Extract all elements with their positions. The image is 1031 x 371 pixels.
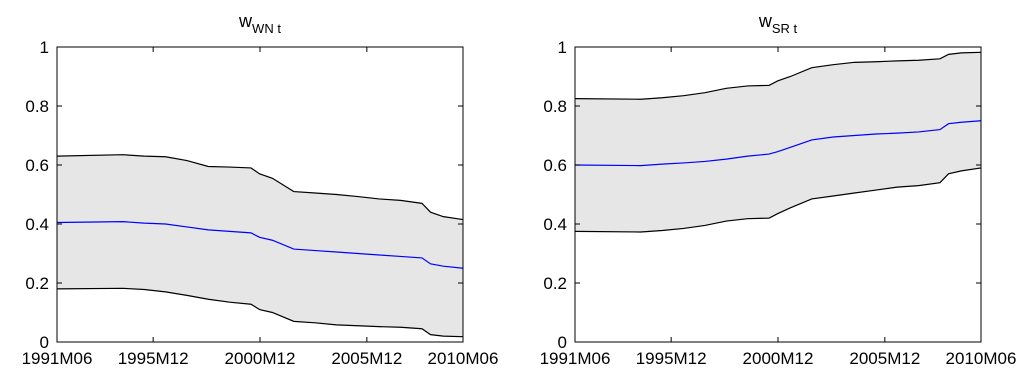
chart-title: wWN t — [238, 11, 281, 36]
plot-area — [56, 154, 464, 338]
chart-panel-right: wSR t 0 0.2 0.4 0.6 0.8 1 1991M06 1995M12 2000M1… — [540, 11, 1017, 368]
chart-title-subscript: SR t — [772, 21, 798, 36]
x-tick-label: 1995M12 — [636, 349, 707, 368]
x-tick-label: 1991M06 — [540, 349, 611, 368]
x-tick-label: 1991M06 — [22, 349, 93, 368]
y-tick-label: 0.8 — [25, 97, 49, 116]
tick-layer: 0 0.2 0.4 0.6 0.8 1 1991M06 1995M12 2000M12 2005M… — [540, 38, 1017, 368]
chart-panel-left: wWN t 0 0.2 0.4 0.6 0.8 1 1991M06 1995M12 2000M1… — [22, 11, 499, 368]
y-tick-label: 0.4 — [543, 215, 567, 234]
y-tick-label: 0.8 — [543, 97, 567, 116]
x-tick-label: 2000M12 — [225, 349, 296, 368]
upper-bound-line — [574, 51, 982, 100]
chart-title-subscript: WN t — [252, 21, 281, 36]
lower-bound-line — [56, 287, 464, 338]
y-tick-label: 1 — [558, 38, 567, 57]
x-tick-label: 1995M12 — [118, 349, 189, 368]
chart-title: wSR t — [758, 11, 798, 36]
x-tick-label: 2010M06 — [946, 349, 1017, 368]
x-tick-label: 2005M12 — [849, 349, 920, 368]
upper-bound-line — [56, 154, 464, 221]
x-tick-label: 2005M12 — [331, 349, 402, 368]
y-tick-label: 0.4 — [25, 215, 49, 234]
y-tick-label: 0.6 — [25, 156, 49, 175]
y-tick-label: 0.6 — [543, 156, 567, 175]
chart-title-base: w — [238, 11, 253, 31]
x-tick-label: 2010M06 — [428, 349, 499, 368]
tick-layer: 0 0.2 0.4 0.6 0.8 1 1991M06 1995M12 2000M12 2005M… — [22, 38, 499, 368]
x-tick-label: 2000M12 — [743, 349, 814, 368]
chart-title-base: w — [758, 11, 773, 31]
credible-band — [575, 52, 981, 232]
credible-band — [57, 154, 463, 337]
y-tick-label: 0.2 — [25, 274, 49, 293]
y-tick-label: 0.2 — [543, 274, 567, 293]
lower-bound-line — [574, 167, 982, 233]
median-line — [574, 120, 982, 167]
y-tick-label: 0 — [40, 333, 49, 352]
plot-area — [574, 51, 982, 233]
median-line — [56, 221, 464, 269]
y-tick-label: 0 — [558, 333, 567, 352]
y-tick-label: 1 — [40, 38, 49, 57]
